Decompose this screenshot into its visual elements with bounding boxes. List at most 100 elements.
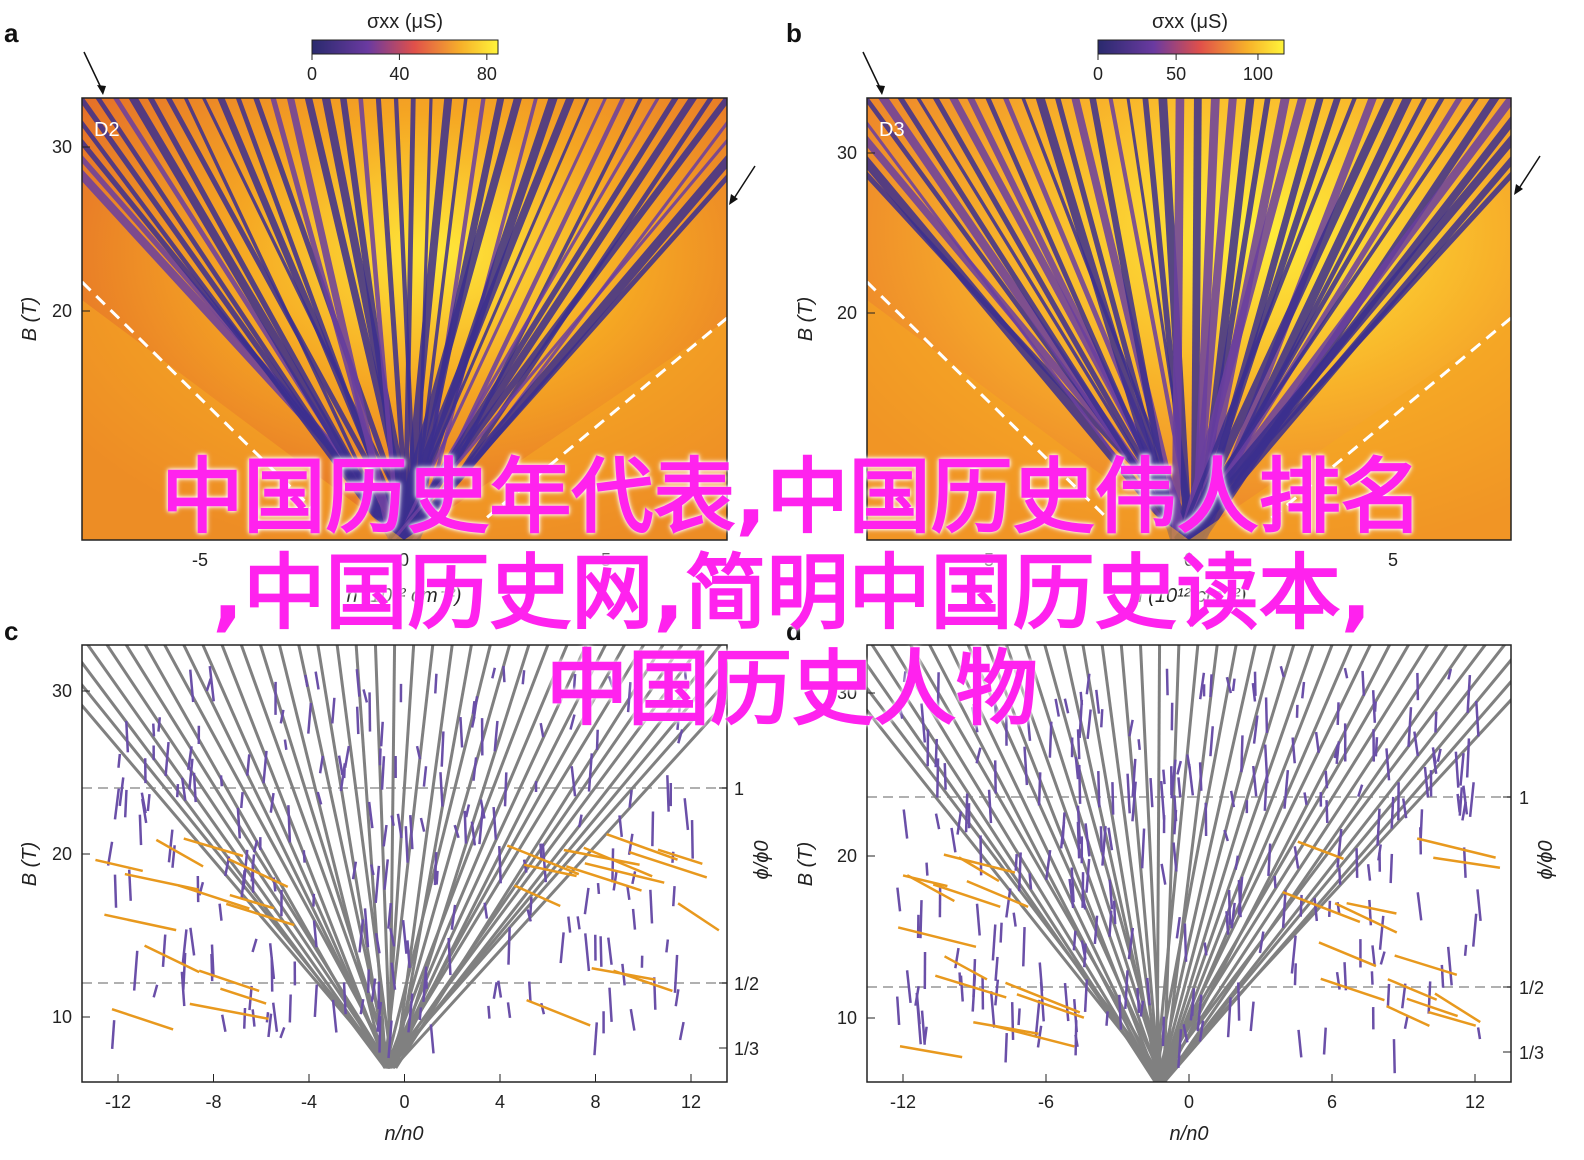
fan-segment (1225, 911, 1230, 935)
fan-segment (1187, 764, 1195, 796)
fan-streak (1173, 134, 1511, 540)
colorbar-ticks-a: 0 40 80 (307, 54, 497, 84)
fan-segment (559, 932, 565, 964)
landau-fan-line (277, 645, 387, 1069)
fan-segment (950, 827, 957, 853)
fan-segment (1209, 674, 1213, 698)
fan-segment (627, 833, 634, 855)
fan-segment (351, 861, 358, 880)
fan-segment (113, 788, 121, 820)
fan-segment (629, 1008, 636, 1031)
fan-segment (302, 850, 306, 863)
landau-fan-line (1157, 645, 1277, 1082)
fan-segment-orange (932, 883, 1001, 908)
fan-segment (1078, 764, 1082, 804)
fan-segment (1290, 935, 1297, 974)
fan-segment (1173, 795, 1178, 822)
fan-segment (1465, 738, 1471, 778)
fan-segment (113, 874, 118, 908)
fan-segment (1022, 927, 1026, 967)
device-label-a: D2 (94, 119, 120, 141)
landau-fan-line (1156, 645, 1257, 1082)
fan-segment-orange (1346, 901, 1397, 915)
fan-segment (683, 798, 690, 831)
fan-segment (1390, 796, 1395, 829)
fan-segment (117, 753, 122, 768)
fan-segment (1293, 963, 1297, 986)
ylabel-a: B (T) (19, 297, 41, 341)
fan-segment (1203, 942, 1208, 956)
fan-streak (867, 120, 1179, 540)
ytick-d-20: 20 (837, 846, 857, 866)
fan-segment (419, 817, 426, 832)
xlabel-b: n (10¹² cm⁻²) (1132, 585, 1247, 607)
fan-segment (470, 716, 476, 728)
fan-segment (1014, 854, 1018, 871)
fan-segment (459, 716, 464, 748)
fan-segment (570, 766, 577, 797)
fan-segment (251, 1009, 256, 1027)
fan-streak (932, 98, 1191, 540)
xtick: 8 (590, 1092, 600, 1112)
boundary-line (483, 316, 727, 522)
landau-fan-line (1160, 645, 1334, 1082)
fan-segment (363, 908, 370, 948)
colorbar-title-b: σxx (μS) (1152, 11, 1228, 33)
fan-segment (1336, 702, 1340, 725)
arrowhead-a-1 (97, 85, 106, 95)
xticks-d: -12 -6 0 6 12 (890, 1074, 1485, 1112)
fan-segment (683, 666, 688, 680)
fan-segment (362, 689, 369, 703)
fan-segment (608, 987, 613, 1022)
landau-fan-line (384, 645, 550, 1069)
fan-segment-orange (178, 884, 250, 910)
fan-segment (180, 777, 187, 801)
landau-fan-line (1100, 645, 1161, 1082)
fan-segment (1327, 900, 1332, 917)
fan-segment (316, 791, 323, 805)
fan-segment (1136, 987, 1141, 1014)
xtick: -12 (105, 1092, 131, 1112)
fan-segment (1198, 672, 1206, 700)
fan-segment (502, 665, 506, 683)
fan-segment-orange (943, 853, 1016, 874)
fan-segment (283, 739, 288, 750)
xtick-a-0: 0 (399, 550, 409, 570)
fan-segment (312, 920, 318, 948)
fan-segment (652, 977, 657, 1010)
fan-segment-orange (1416, 837, 1496, 859)
fan-segment (1423, 766, 1430, 798)
xtick: 6 (1327, 1092, 1337, 1112)
ytick-c-10: 10 (52, 1007, 72, 1027)
arrowhead-b-2 (1514, 184, 1523, 195)
landau-fan-line (86, 645, 389, 1069)
fan-segment (1370, 971, 1374, 985)
fan-segment (1303, 792, 1308, 806)
xtick: -6 (1038, 1092, 1054, 1112)
fan-segment (1078, 699, 1084, 739)
fan-streak (1071, 98, 1187, 540)
fan-segment (313, 984, 319, 1018)
fan-segment (1161, 1016, 1166, 1047)
fan-segment (915, 992, 921, 1025)
fan-streak (183, 98, 396, 540)
fan-streak (401, 173, 727, 540)
fan-segment (491, 667, 497, 679)
fan-segment-orange (506, 844, 580, 876)
xtick-a-neg5: -5 (192, 550, 208, 570)
fan-segment-orange (1387, 978, 1438, 1001)
fan-segment (396, 813, 403, 839)
xtick: -4 (301, 1092, 317, 1112)
fan-segment (1476, 889, 1482, 922)
fan-segment (472, 757, 478, 781)
fan-segment (493, 720, 499, 752)
fan-segment (1463, 944, 1468, 956)
fan-segment (188, 758, 194, 790)
fan-segment (331, 999, 338, 1033)
landau-fan-line (1163, 645, 1468, 1082)
fan-segment-orange (183, 837, 244, 858)
fan-segment (1124, 970, 1129, 1010)
fan-segment (382, 824, 388, 847)
ylabel-d: B (T) (795, 842, 817, 886)
fan-streak (1174, 98, 1480, 540)
